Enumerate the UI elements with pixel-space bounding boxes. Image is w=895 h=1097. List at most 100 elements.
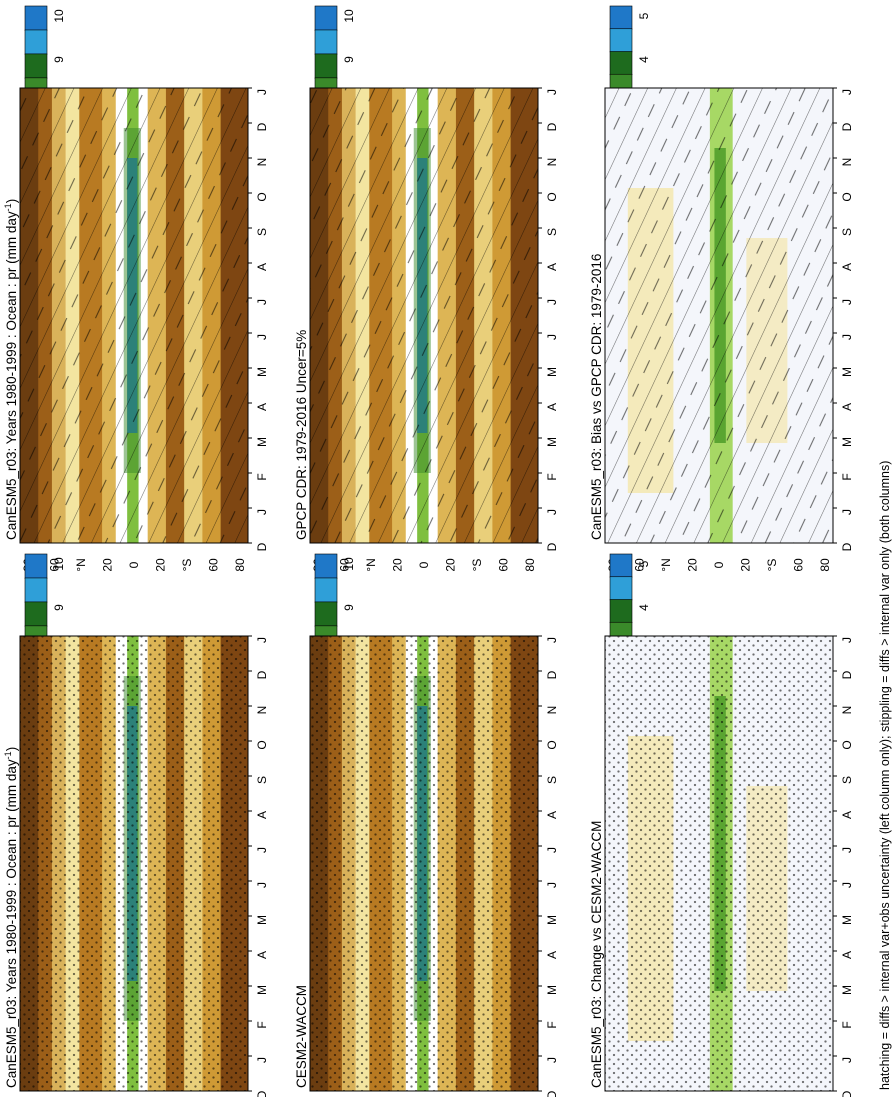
- month-tick-label: A: [255, 811, 269, 819]
- month-tick-label: F: [840, 473, 854, 480]
- month-tick-label: F: [545, 473, 559, 480]
- month-tick-label: J: [255, 334, 269, 340]
- plot-frame: [19, 635, 249, 1092]
- month-tick-label: D: [255, 542, 269, 551]
- month-tick-label: N: [840, 158, 854, 167]
- month-tick-label: M: [255, 437, 269, 447]
- month-tick-label: J: [840, 1057, 854, 1063]
- lat-tick-label: 60: [48, 558, 62, 572]
- colorbar-swatch: [609, 5, 633, 30]
- colorbar-label: 4: [637, 56, 651, 63]
- month-tick-label: J: [840, 89, 854, 95]
- month-tick-label: A: [545, 951, 559, 959]
- month-tick-label: J: [840, 299, 854, 305]
- colorbar-label: 10: [52, 557, 66, 571]
- month-tick-label: F: [255, 473, 269, 480]
- colorbar-label: 9: [52, 56, 66, 63]
- month-tick-label: M: [255, 915, 269, 925]
- month-tick-label: A: [545, 263, 559, 271]
- lat-tick-label: 80: [818, 558, 832, 572]
- month-tick-label: O: [255, 740, 269, 749]
- title-end: ): [4, 747, 19, 752]
- month-tick-label: A: [840, 811, 854, 819]
- month-tick-label: M: [840, 437, 854, 447]
- month-tick-label: M: [255, 367, 269, 377]
- lat-tick-label: 0: [712, 561, 726, 568]
- hatching-overlay: [20, 88, 248, 543]
- month-tick-label: N: [545, 706, 559, 715]
- lat-tick-label: 0: [417, 561, 431, 568]
- panel-r1c1: 109876543210CanESM5_r03: Years 1980-1999…: [3, 5, 269, 572]
- month-tick-label: J: [255, 89, 269, 95]
- month-tick-label: S: [840, 228, 854, 236]
- month-tick-label: J: [545, 847, 559, 853]
- plot-frame: [309, 87, 539, 544]
- month-tick-label: N: [840, 706, 854, 715]
- lat-tick-label: 20: [444, 558, 458, 572]
- month-tick-label: J: [545, 509, 559, 515]
- panel-r3c1: 543210-1-2-3-4-5CanESM5_r03: Bias vs GPC…: [589, 5, 854, 572]
- month-tick-label: J: [545, 334, 559, 340]
- colorbar-swatch: [24, 29, 48, 55]
- month-tick-label: O: [840, 192, 854, 201]
- month-tick-label: M: [545, 437, 559, 447]
- colorbar-swatch: [24, 601, 48, 627]
- month-tick-label: O: [840, 740, 854, 749]
- panel-title: CanESM5_r03: Years 1980-1999 : Ocean : p…: [3, 199, 19, 540]
- month-tick-label: N: [255, 158, 269, 167]
- month-tick-label: J: [255, 847, 269, 853]
- colorbar-swatch: [314, 53, 338, 79]
- hatching-overlay: [310, 88, 538, 543]
- month-tick-label: D: [840, 542, 854, 551]
- lat-tick-label: 0: [127, 561, 141, 568]
- colorbar-label: 5: [637, 560, 651, 567]
- lat-tick-label: °S: [765, 559, 779, 572]
- lat-tick-label: 20: [154, 558, 168, 572]
- colorbar-label: 4: [637, 604, 651, 611]
- lat-tick-label: °N: [659, 558, 673, 571]
- month-tick-label: N: [255, 706, 269, 715]
- month-tick-label: F: [840, 1021, 854, 1028]
- month-tick-label: N: [545, 158, 559, 167]
- colorbar-swatch: [609, 553, 633, 578]
- month-tick-label: J: [545, 299, 559, 305]
- month-tick-label: J: [255, 299, 269, 305]
- lat-tick-label: 60: [338, 558, 352, 572]
- heatmap-r2c2: [309, 635, 539, 1092]
- lat-tick-label: 20: [739, 558, 753, 572]
- colorbar-label: 10: [342, 9, 356, 23]
- lat-tick-label: 20: [391, 558, 405, 572]
- lat-tick-label: 60: [497, 558, 511, 572]
- month-tick-label: D: [545, 122, 559, 131]
- month-tick-label: S: [255, 776, 269, 784]
- title-end: ): [4, 199, 19, 204]
- month-tick-label: J: [840, 637, 854, 643]
- lat-tick-label: 60: [792, 558, 806, 572]
- colorbar-label: 9: [52, 604, 66, 611]
- panel-title: CanESM5_r03: Bias vs GPCP CDR: 1979-2016: [589, 254, 604, 540]
- footnote: hatching = diffs > internal var+obs unce…: [878, 461, 892, 1090]
- title-superscript: -1: [3, 203, 13, 211]
- panel-r3c2: 543210-1-2-3-4-5CanESM5_r03: Change vs C…: [589, 553, 854, 1097]
- colorbar-swatch: [314, 601, 338, 627]
- colorbar-swatch: [24, 5, 48, 31]
- month-tick-label: D: [255, 1090, 269, 1097]
- panel-r2c2: 109876543210CESM2-WACCMDJFMAMJJASONDJ806…: [294, 553, 559, 1097]
- lat-tick-label: 60: [633, 558, 647, 572]
- lat-tick-label: °S: [180, 559, 194, 572]
- plot-frame: [604, 635, 834, 1092]
- month-tick-label: A: [840, 403, 854, 411]
- stippling-overlay: [605, 636, 833, 1091]
- month-tick-label: S: [545, 228, 559, 236]
- panel-title: GPCP CDR: 1979-2016 Uncer=5%: [294, 330, 309, 540]
- colorbar-label: 10: [52, 9, 66, 23]
- lat-tick-label: 80: [523, 558, 537, 572]
- heatmap-r3c2: [604, 635, 834, 1092]
- colorbar-swatch: [609, 51, 633, 76]
- plot-frame: [19, 87, 249, 544]
- month-tick-label: J: [545, 1057, 559, 1063]
- month-tick-label: M: [545, 985, 559, 995]
- colorbar-label: 10: [342, 557, 356, 571]
- title-superscript: -1: [3, 751, 13, 759]
